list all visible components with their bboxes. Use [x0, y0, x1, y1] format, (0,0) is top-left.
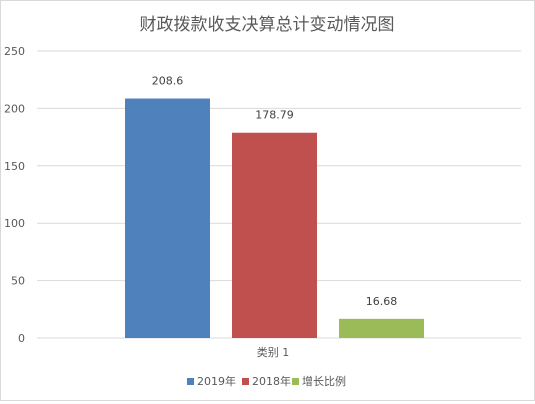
- y-tick-label: 50: [11, 275, 25, 288]
- bars: [125, 98, 424, 339]
- legend-swatch: [292, 378, 299, 385]
- legend-swatch: [187, 378, 194, 385]
- chart-title: 财政拨款收支决算总计变动情况图: [140, 15, 395, 35]
- bar-2: [232, 132, 317, 338]
- legend: 2019年 2018年 增长比例: [187, 374, 346, 388]
- y-axis-tick-labels: 0 50 100 150 200 250: [4, 45, 25, 345]
- data-label: 16.68: [366, 295, 398, 308]
- bar-3: [339, 318, 424, 338]
- y-tick-label: 150: [4, 160, 25, 173]
- data-label: 208.6: [152, 75, 184, 88]
- y-tick-label: 0: [18, 332, 25, 345]
- data-labels: 208.6 178.79 16.68: [152, 75, 398, 308]
- legend-label: 2018年: [252, 374, 291, 388]
- legend-label: 2019年: [197, 374, 236, 388]
- legend-swatch: [242, 378, 249, 385]
- y-tick-label: 200: [4, 102, 25, 115]
- y-tick-label: 100: [4, 217, 25, 230]
- bar-1: [125, 98, 210, 339]
- data-label: 178.79: [255, 109, 294, 122]
- legend-label: 增长比例: [302, 374, 346, 388]
- y-tick-label: 250: [4, 45, 25, 58]
- x-tick-label: 类别 1: [257, 345, 290, 359]
- x-axis-tick-labels: 类别 1: [257, 345, 290, 359]
